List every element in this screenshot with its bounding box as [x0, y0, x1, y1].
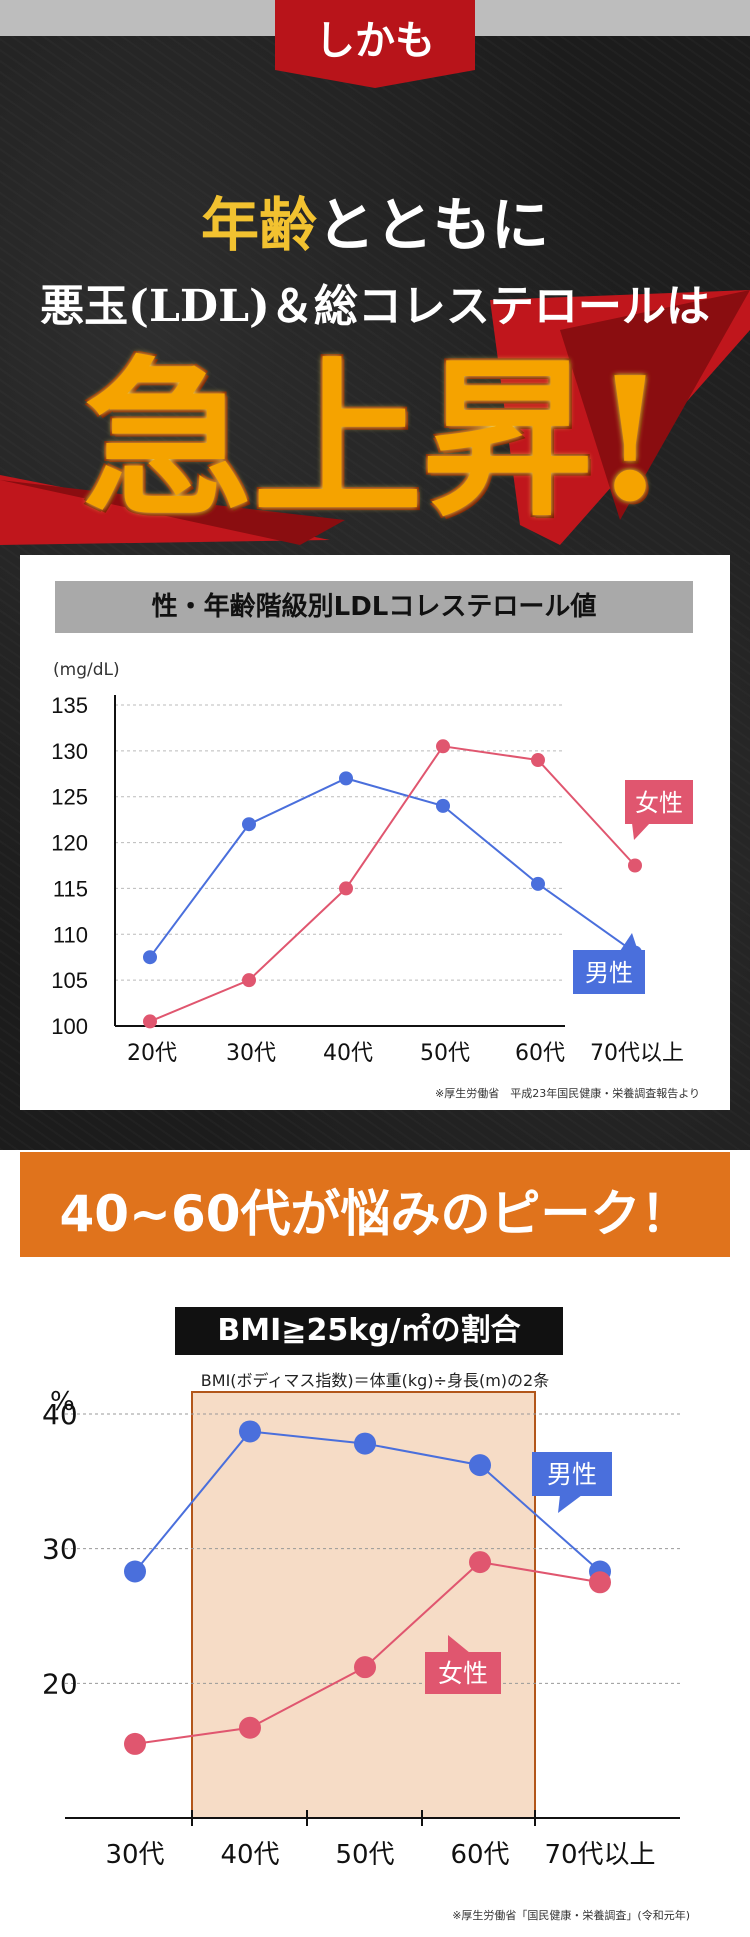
- bmi-chart-title: BMI≧25kg/㎡の割合: [175, 1307, 563, 1355]
- ldl-y-tick: 130: [51, 739, 88, 764]
- peak-banner-text: 40~60代が悩みのピーク！: [59, 1185, 691, 1243]
- bmi-data-point: [354, 1656, 376, 1679]
- bmi-y-unit: %: [50, 1387, 75, 1417]
- ldl-chart-card: 性・年齢階級別LDLコレステロール値 (mg/dL) 100 105 110 115 1…: [20, 555, 730, 1110]
- ldl-data-point: [339, 881, 353, 896]
- bmi-female-label-box: [425, 1652, 501, 1694]
- ldl-y-tick: 120: [51, 831, 88, 856]
- ldl-y-tick: 100: [51, 1014, 88, 1039]
- headline-gold-text: 年齢: [200, 191, 317, 259]
- ldl-y-tick: 115: [53, 876, 88, 901]
- bmi-data-point: [124, 1560, 146, 1583]
- bmi-data-point: [354, 1432, 376, 1455]
- intro-tag-label: しかも: [315, 18, 435, 64]
- bmi-female-label: 女性: [438, 1659, 488, 1688]
- ldl-line-chart: 100 105 110 115 120 125 130 135 20代 30代 40代 50代 60代 7…: [51, 693, 693, 1066]
- bmi-chart-card: 20 30 40 30代 40代 50代 60代 70代以上 男性女性 BMI≧25kg/㎡の割…: [20, 1257, 730, 1937]
- ldl-female-label-pointer: [632, 823, 650, 840]
- ldl-x-tick: 50代: [420, 1041, 470, 1066]
- ldl-series-line: [149, 745, 636, 1023]
- ldl-male-label: 男性: [585, 959, 633, 987]
- headline-line2: 悪玉(LDL)＆総コレステロールは: [40, 281, 710, 332]
- bmi-x-tick: 60代: [450, 1840, 509, 1870]
- ldl-chart-title: 性・年齢階級別LDLコレステロール値: [55, 581, 693, 633]
- bmi-x-tick: 70代以上: [544, 1840, 655, 1870]
- ldl-source-note: ※厚生労働省 平成23年国民健康・栄養調査報告より: [435, 1087, 700, 1100]
- ldl-y-tick: 110: [53, 922, 88, 947]
- bmi-data-point: [124, 1732, 146, 1755]
- bmi-male-label-box: [532, 1452, 612, 1496]
- bmi-female-label-pointer: [448, 1635, 470, 1653]
- bmi-source-note: ※厚生労働省「国民健康・栄養調査」(令和元年): [452, 1909, 690, 1922]
- ldl-y-tick: 105: [51, 968, 88, 993]
- ldl-data-point: [143, 950, 157, 965]
- ldl-data-point: [143, 1014, 157, 1029]
- ldl-y-tick: 125: [51, 785, 88, 810]
- bmi-male-label-pointer: [558, 1495, 582, 1513]
- hero-section: しかも 年齢とともに 悪玉(LDL)＆総コレステロールは 急上昇! 性・年齢階級…: [0, 0, 750, 1150]
- bmi-male-label: 男性: [547, 1460, 597, 1489]
- bmi-x-tick: 30代: [105, 1840, 164, 1870]
- red-arrow-decoration: [0, 290, 750, 545]
- ldl-data-point: [242, 817, 256, 832]
- ldl-male-label-pointer: [620, 933, 638, 951]
- intro-tag: しかも: [275, 0, 475, 88]
- ldl-data-point: [436, 739, 450, 754]
- ldl-female-label-box: [625, 780, 693, 824]
- bmi-x-tick: 40代: [220, 1840, 279, 1870]
- ldl-data-point: [242, 973, 256, 988]
- ldl-data-point: [531, 876, 545, 891]
- ldl-y-unit: (mg/dL): [53, 660, 120, 680]
- ldl-data-point: [339, 771, 353, 786]
- headline-line1: 年齢とともに: [0, 178, 750, 262]
- ldl-female-label: 女性: [635, 789, 683, 817]
- ldl-y-tick: 135: [51, 693, 88, 718]
- bmi-data-point: [239, 1716, 261, 1739]
- bmi-data-point: [239, 1420, 261, 1443]
- ldl-x-tick: 60代: [515, 1041, 565, 1066]
- ldl-x-tick: 30代: [226, 1041, 276, 1066]
- bmi-data-point: [469, 1454, 491, 1477]
- bmi-data-point: [589, 1571, 611, 1594]
- ldl-x-tick: 20代: [127, 1041, 177, 1066]
- bmi-chart-subtitle: BMI(ボディマス指数)＝体重(kg)÷身長(m)の2条: [200, 1371, 550, 1390]
- bmi-y-tick: 30: [42, 1533, 78, 1566]
- ldl-x-tick: 40代: [323, 1041, 373, 1066]
- headline-line1-rest: とともに: [317, 191, 550, 259]
- bmi-y-tick: 40: [42, 1398, 78, 1431]
- peak-banner: 40~60代が悩みのピーク！: [20, 1152, 730, 1275]
- bmi-x-tick: 50代: [335, 1840, 394, 1870]
- bmi-y-tick: 20: [42, 1667, 78, 1700]
- ldl-data-point: [628, 858, 642, 873]
- ldl-series-line: [149, 777, 636, 958]
- ldl-data-point: [436, 798, 450, 813]
- ldl-data-point: [531, 753, 545, 768]
- ldl-x-tick: 70代以上: [590, 1041, 684, 1066]
- headline-big-text: 急上昇!: [82, 340, 668, 540]
- bmi-data-point: [469, 1551, 491, 1574]
- ldl-male-label-box: [573, 950, 645, 994]
